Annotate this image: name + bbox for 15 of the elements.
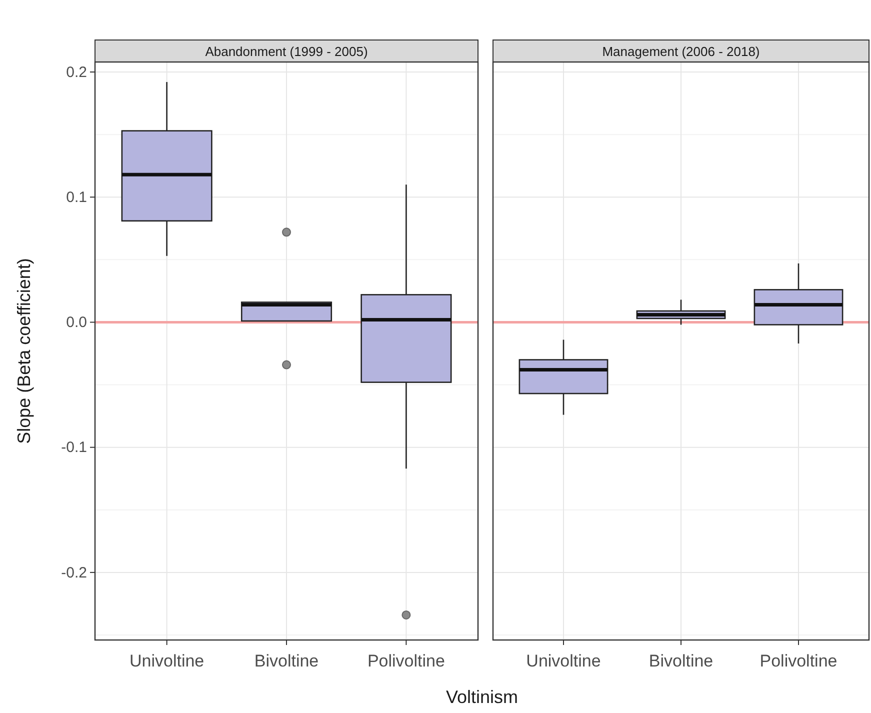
chart-title: Management (2006 - 2018) (602, 44, 760, 59)
y-tick-label: 0.1 (66, 188, 87, 206)
x-tick-label: Univoltine (129, 652, 204, 671)
y-tick-label: 0.0 (66, 314, 87, 332)
x-tick-label: Bivoltine (254, 652, 319, 671)
y-tick-label: -0.2 (61, 564, 87, 582)
y-axis-title: Slope (Beta coefficient) (14, 258, 34, 444)
x-tick-label: Univoltine (526, 652, 601, 671)
chart-title: Abandonment (1999 - 2005) (205, 44, 368, 59)
y-tick-label: -0.1 (61, 439, 87, 456)
x-tick-label: Polivoltine (367, 652, 445, 671)
x-tick-label: Bivoltine (648, 652, 714, 671)
y-tick-label: 0.2 (66, 64, 87, 81)
x-tick-label: Polivoltine (760, 652, 838, 671)
x-axis-title: Voltinism (446, 687, 518, 707)
